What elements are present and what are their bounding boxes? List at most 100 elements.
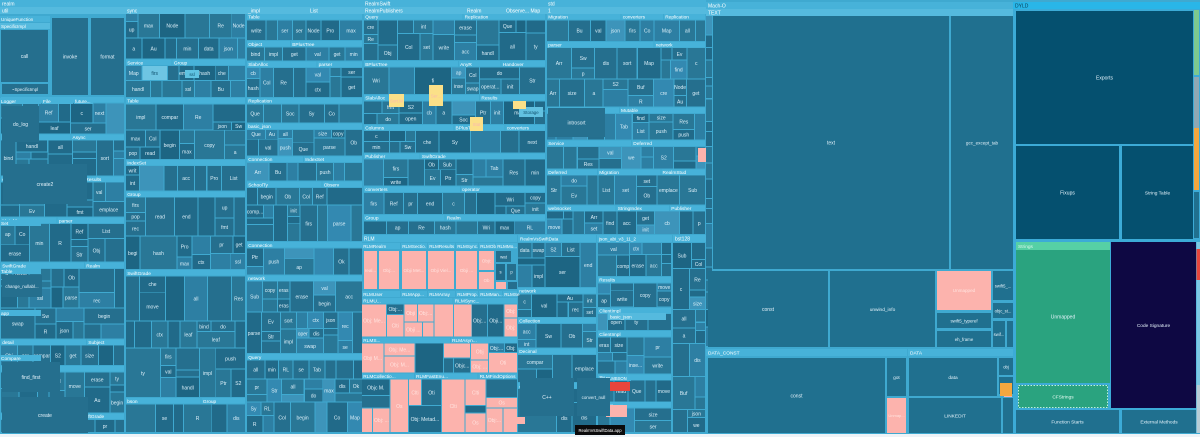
svg-text:swap: swap (467, 87, 479, 93)
svg-text:call: call (21, 54, 29, 60)
svg-text:Str: Str (586, 338, 593, 344)
svg-text:BPlusTree: BPlusTree (456, 126, 479, 132)
svg-text:Col: Col (405, 45, 413, 51)
svg-text:Ptr: Ptr (252, 255, 259, 261)
svg-text:Node: Node (166, 24, 178, 30)
svg-text:val: val (96, 190, 102, 196)
svg-text:ser: ser (559, 270, 566, 276)
svg-text:cb: cb (427, 111, 433, 117)
svg-text:Res: Res (584, 162, 593, 168)
svg-text:ssl: ssl (185, 87, 191, 93)
svg-text:get: get (692, 91, 700, 97)
svg-text:push: push (656, 129, 667, 135)
svg-text:eh_frame: eh_frame (955, 337, 974, 342)
svg-text:emplace: emplace (99, 207, 118, 213)
svg-text:ClientImpl: ClientImpl (599, 332, 620, 338)
svg-text:Ev: Ev (677, 52, 683, 58)
svg-text:wat: wat (500, 255, 508, 260)
svg-text:get: get (334, 52, 342, 58)
svg-text:RLMMo...: RLMMo... (497, 244, 517, 249)
svg-text:dis: dis (233, 416, 240, 422)
svg-text:RLMU...: RLMU... (363, 299, 381, 305)
svg-text:Obj: Obj (384, 51, 392, 57)
svg-text:Ref: Ref (76, 230, 84, 236)
svg-text:RLMBSON: RLMBSON (606, 376, 627, 381)
svg-text:do: do (497, 71, 503, 77)
svg-text:unwind_info: unwind_info (870, 307, 896, 313)
svg-text:Ev: Ev (29, 209, 35, 215)
svg-text:Res: Res (679, 119, 688, 125)
svg-text:Obji Viel...: Obji Viel... (431, 268, 452, 273)
svg-text:emplace: emplace (575, 366, 594, 372)
svg-text:move: move (146, 305, 158, 311)
svg-text:firs: firs (393, 166, 400, 172)
svg-text:compar: compar (33, 353, 50, 359)
svg-text:Ptr: Ptr (480, 111, 487, 117)
svg-text:StringIndex: StringIndex (618, 206, 643, 212)
svg-text:Replication: Replication (248, 99, 272, 105)
svg-text:leaf: leaf (184, 333, 193, 339)
svg-text:Results: Results (599, 278, 616, 284)
svg-text:SchoolTy: SchoolTy (248, 182, 268, 188)
svg-text:Subject: Subject (88, 340, 105, 346)
svg-text:Obji:: Obji: (482, 259, 491, 264)
svg-text:Map: Map (662, 29, 672, 35)
svg-text:Soc: Soc (459, 118, 468, 124)
svg-text:Table: Table (127, 99, 139, 105)
svg-text:Async: Async (73, 135, 87, 141)
svg-text:pr: pr (103, 424, 108, 430)
svg-text:val: val (321, 286, 327, 292)
svg-text:Realm: Realm (467, 9, 481, 15)
svg-text:Columns: Columns (365, 126, 385, 132)
svg-text:BPlusTree: BPlusTree (365, 62, 388, 68)
svg-text:dis: dis (313, 331, 320, 337)
svg-text:Results: Results (85, 177, 102, 183)
svg-text:begin: begin (98, 314, 110, 320)
svg-text:get: get (348, 85, 356, 91)
svg-text:S2: S2 (408, 105, 414, 111)
svg-text:c: c (523, 300, 526, 306)
svg-text:size: size (318, 132, 327, 138)
svg-text:ap: ap (395, 226, 401, 232)
svg-text:size: size (657, 116, 666, 122)
svg-text:copy: copy (659, 297, 670, 303)
svg-text:SwiftGrade: SwiftGrade (422, 154, 446, 160)
svg-text:Re: Re (367, 37, 374, 43)
svg-text:obj: obj (1003, 365, 1009, 370)
svg-text:Sub: Sub (688, 188, 697, 194)
svg-text:Que: Que (299, 147, 309, 153)
svg-text:Ok: Ok (353, 384, 360, 390)
svg-text:hash: hash (199, 71, 210, 77)
svg-text:RLMUser: RLMUser (363, 292, 383, 297)
svg-text:C++: C++ (542, 395, 552, 401)
svg-text:begin: begin (111, 400, 123, 406)
svg-text:se: se (343, 345, 349, 351)
svg-text:end: end (584, 263, 593, 269)
svg-text:RL: RL (527, 226, 534, 232)
svg-text:converters: converters (507, 126, 530, 132)
svg-text:RLMAsyn...: RLMAsyn... (452, 338, 477, 344)
svg-text:bst128: bst128 (675, 237, 690, 243)
svg-text:Ev: Ev (268, 320, 274, 326)
svg-text:move: move (548, 225, 560, 231)
svg-text:Obj:...: Obj:... (383, 268, 395, 273)
svg-text:Node: Node (308, 28, 320, 34)
svg-text:Au: Au (269, 132, 275, 138)
svg-text:websocket: websocket (548, 206, 571, 212)
svg-text:List: List (230, 176, 238, 182)
svg-text:Handover: Handover (503, 62, 524, 68)
svg-text:dis: dis (581, 415, 588, 421)
svg-text:get: get (236, 243, 244, 249)
svg-text:set: set (591, 227, 598, 233)
svg-text:Observ: Observ (324, 182, 340, 188)
svg-text:Replication: Replication (665, 15, 689, 21)
svg-text:Unmap...: Unmap... (888, 413, 904, 418)
svg-text:ssl: ssl (235, 260, 241, 266)
svg-text:write: write (439, 46, 450, 52)
svg-text:cre: cre (660, 91, 667, 97)
svg-text:fi: fi (432, 79, 435, 85)
svg-text:Code Signature: Code Signature (1137, 323, 1171, 329)
svg-text:Pro: Pro (181, 244, 189, 250)
svg-text:comp...: comp... (247, 209, 263, 215)
svg-text:create2: create2 (37, 182, 54, 188)
